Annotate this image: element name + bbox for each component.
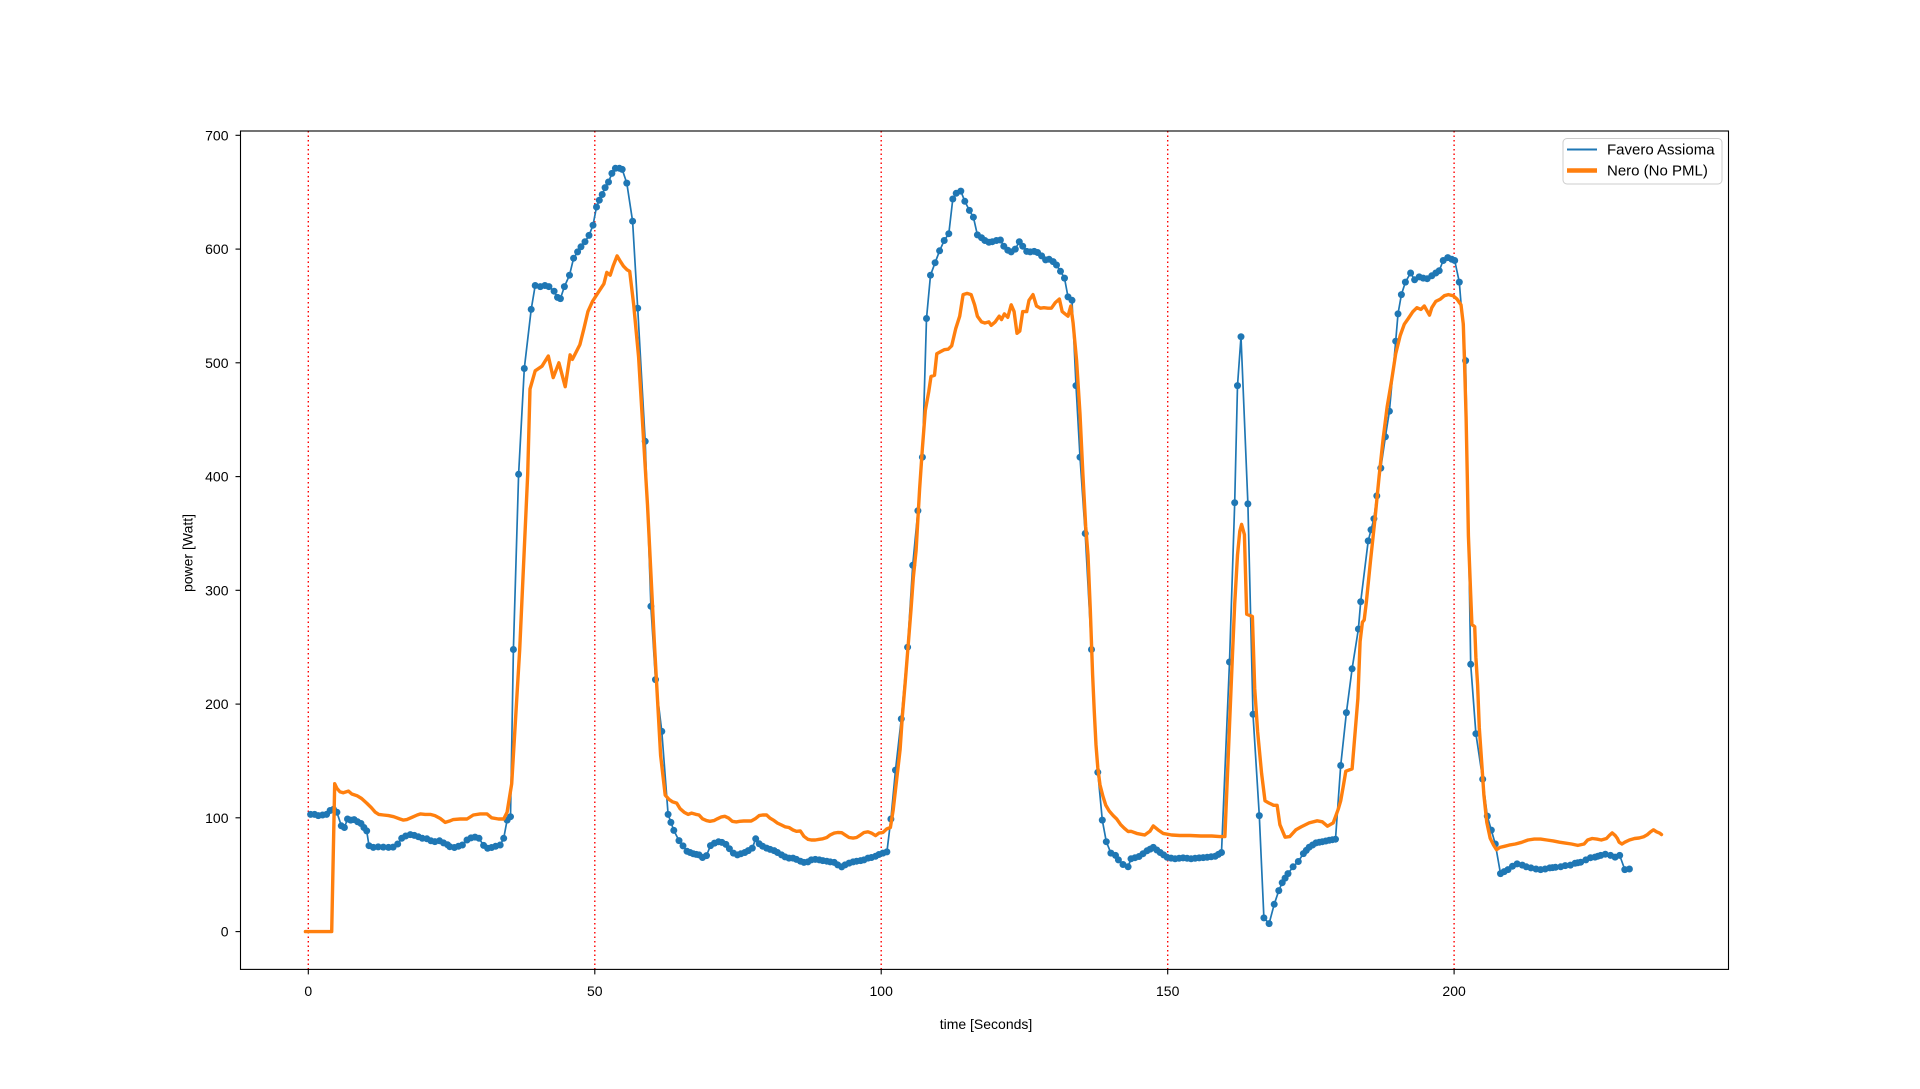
- svg-text:100: 100: [870, 983, 894, 999]
- svg-text:power [Watt]: power [Watt]: [180, 514, 196, 592]
- svg-text:time [Seconds]: time [Seconds]: [940, 1016, 1033, 1032]
- svg-text:300: 300: [205, 582, 229, 598]
- svg-text:200: 200: [205, 696, 229, 712]
- svg-text:Favero Assioma: Favero Assioma: [1607, 142, 1715, 159]
- svg-text:50: 50: [587, 983, 603, 999]
- svg-text:0: 0: [221, 924, 229, 940]
- svg-text:200: 200: [1442, 983, 1466, 999]
- svg-text:Nero (No PML): Nero (No PML): [1607, 163, 1708, 180]
- svg-text:100: 100: [205, 810, 229, 826]
- svg-text:600: 600: [205, 241, 229, 257]
- svg-text:400: 400: [205, 469, 229, 485]
- svg-text:700: 700: [205, 127, 229, 143]
- svg-text:150: 150: [1156, 983, 1180, 999]
- svg-text:500: 500: [205, 355, 229, 371]
- svg-text:0: 0: [304, 983, 312, 999]
